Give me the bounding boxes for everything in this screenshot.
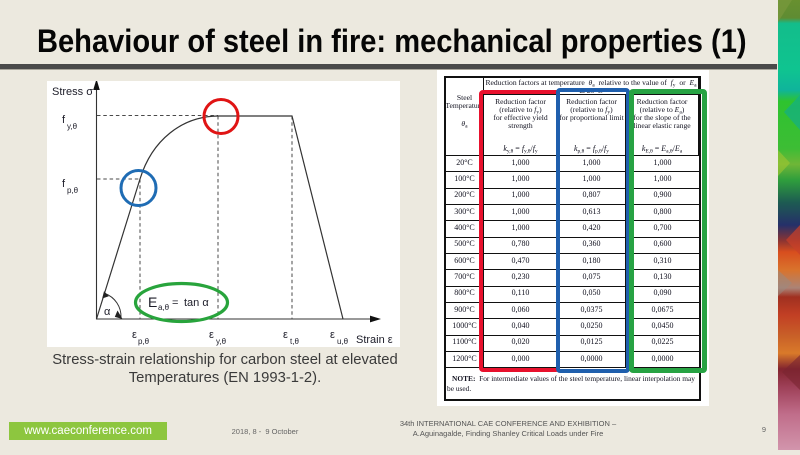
svg-text:Stress σ: Stress σ bbox=[52, 86, 93, 98]
svg-text:E: E bbox=[148, 294, 157, 310]
svg-text:Strain ε: Strain ε bbox=[356, 334, 393, 346]
svg-text:y,θ: y,θ bbox=[216, 337, 227, 346]
svg-text:=: = bbox=[172, 297, 178, 309]
svg-text:a,θ: a,θ bbox=[158, 303, 170, 312]
svg-text:ε: ε bbox=[209, 329, 214, 341]
svg-text:p,θ: p,θ bbox=[67, 186, 79, 195]
svg-text:f: f bbox=[62, 178, 66, 190]
svg-text:y,θ: y,θ bbox=[67, 122, 78, 131]
svg-text:p,θ: p,θ bbox=[138, 337, 150, 346]
svg-text:t,θ: t,θ bbox=[290, 337, 299, 346]
svg-text:α: α bbox=[104, 306, 111, 318]
svg-text:ε: ε bbox=[283, 329, 288, 341]
svg-text:f: f bbox=[62, 114, 66, 126]
svg-text:ε: ε bbox=[132, 329, 137, 341]
svg-text:tan α: tan α bbox=[184, 297, 209, 309]
svg-text:ε: ε bbox=[330, 329, 335, 341]
svg-text:u,θ: u,θ bbox=[337, 337, 349, 346]
